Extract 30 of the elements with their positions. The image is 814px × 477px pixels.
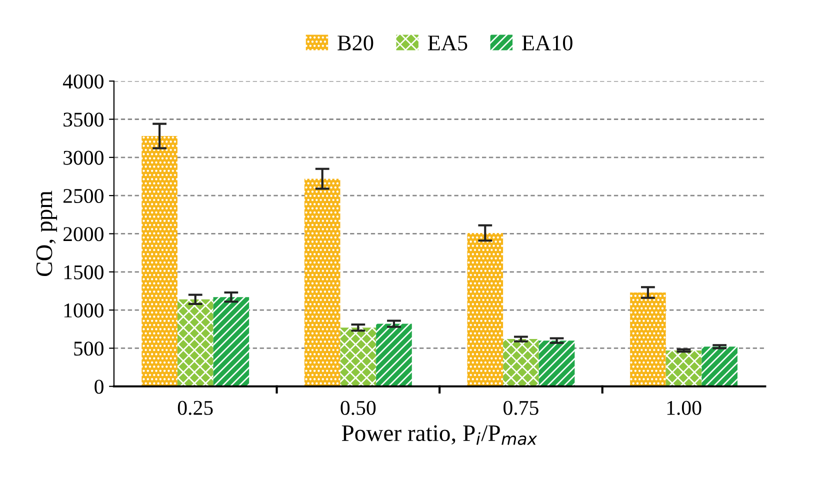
bar — [702, 346, 738, 386]
bar — [538, 340, 575, 386]
y-tick-label: 3000 — [64, 150, 104, 165]
y-tick-label: 2000 — [63, 227, 104, 242]
bar — [142, 136, 178, 386]
y-axis-title: CO, ppm — [36, 190, 58, 276]
y-tick-label: 4000 — [62, 74, 104, 89]
bar — [666, 350, 702, 386]
legend-label: EA5 — [428, 36, 468, 50]
bar — [376, 324, 412, 386]
bar — [503, 339, 539, 386]
x-axis-title: Power ratio, P$_{i}$/P$_{max}$ — [342, 425, 538, 446]
bar — [304, 178, 340, 386]
legend-label: EA10 — [522, 35, 572, 50]
legend-label: B20 — [338, 35, 374, 50]
x-tick-label: 0.25 — [178, 400, 213, 416]
x-tick-label: 0.50 — [340, 400, 376, 416]
bar — [177, 299, 214, 386]
y-tick-label: 1000 — [64, 303, 104, 318]
y-tick-label: 3500 — [64, 112, 104, 127]
bar — [213, 297, 250, 386]
bar — [467, 232, 504, 386]
y-tick-label: 0 — [94, 380, 104, 394]
x-tick-label: 1.00 — [667, 400, 702, 416]
x-tick-label: 0.75 — [504, 400, 538, 416]
bar — [630, 292, 666, 386]
bar — [340, 328, 376, 386]
y-tick-label: 500 — [74, 342, 104, 356]
y-tick-label: 2500 — [63, 188, 104, 204]
y-tick-label: 1500 — [64, 265, 104, 280]
